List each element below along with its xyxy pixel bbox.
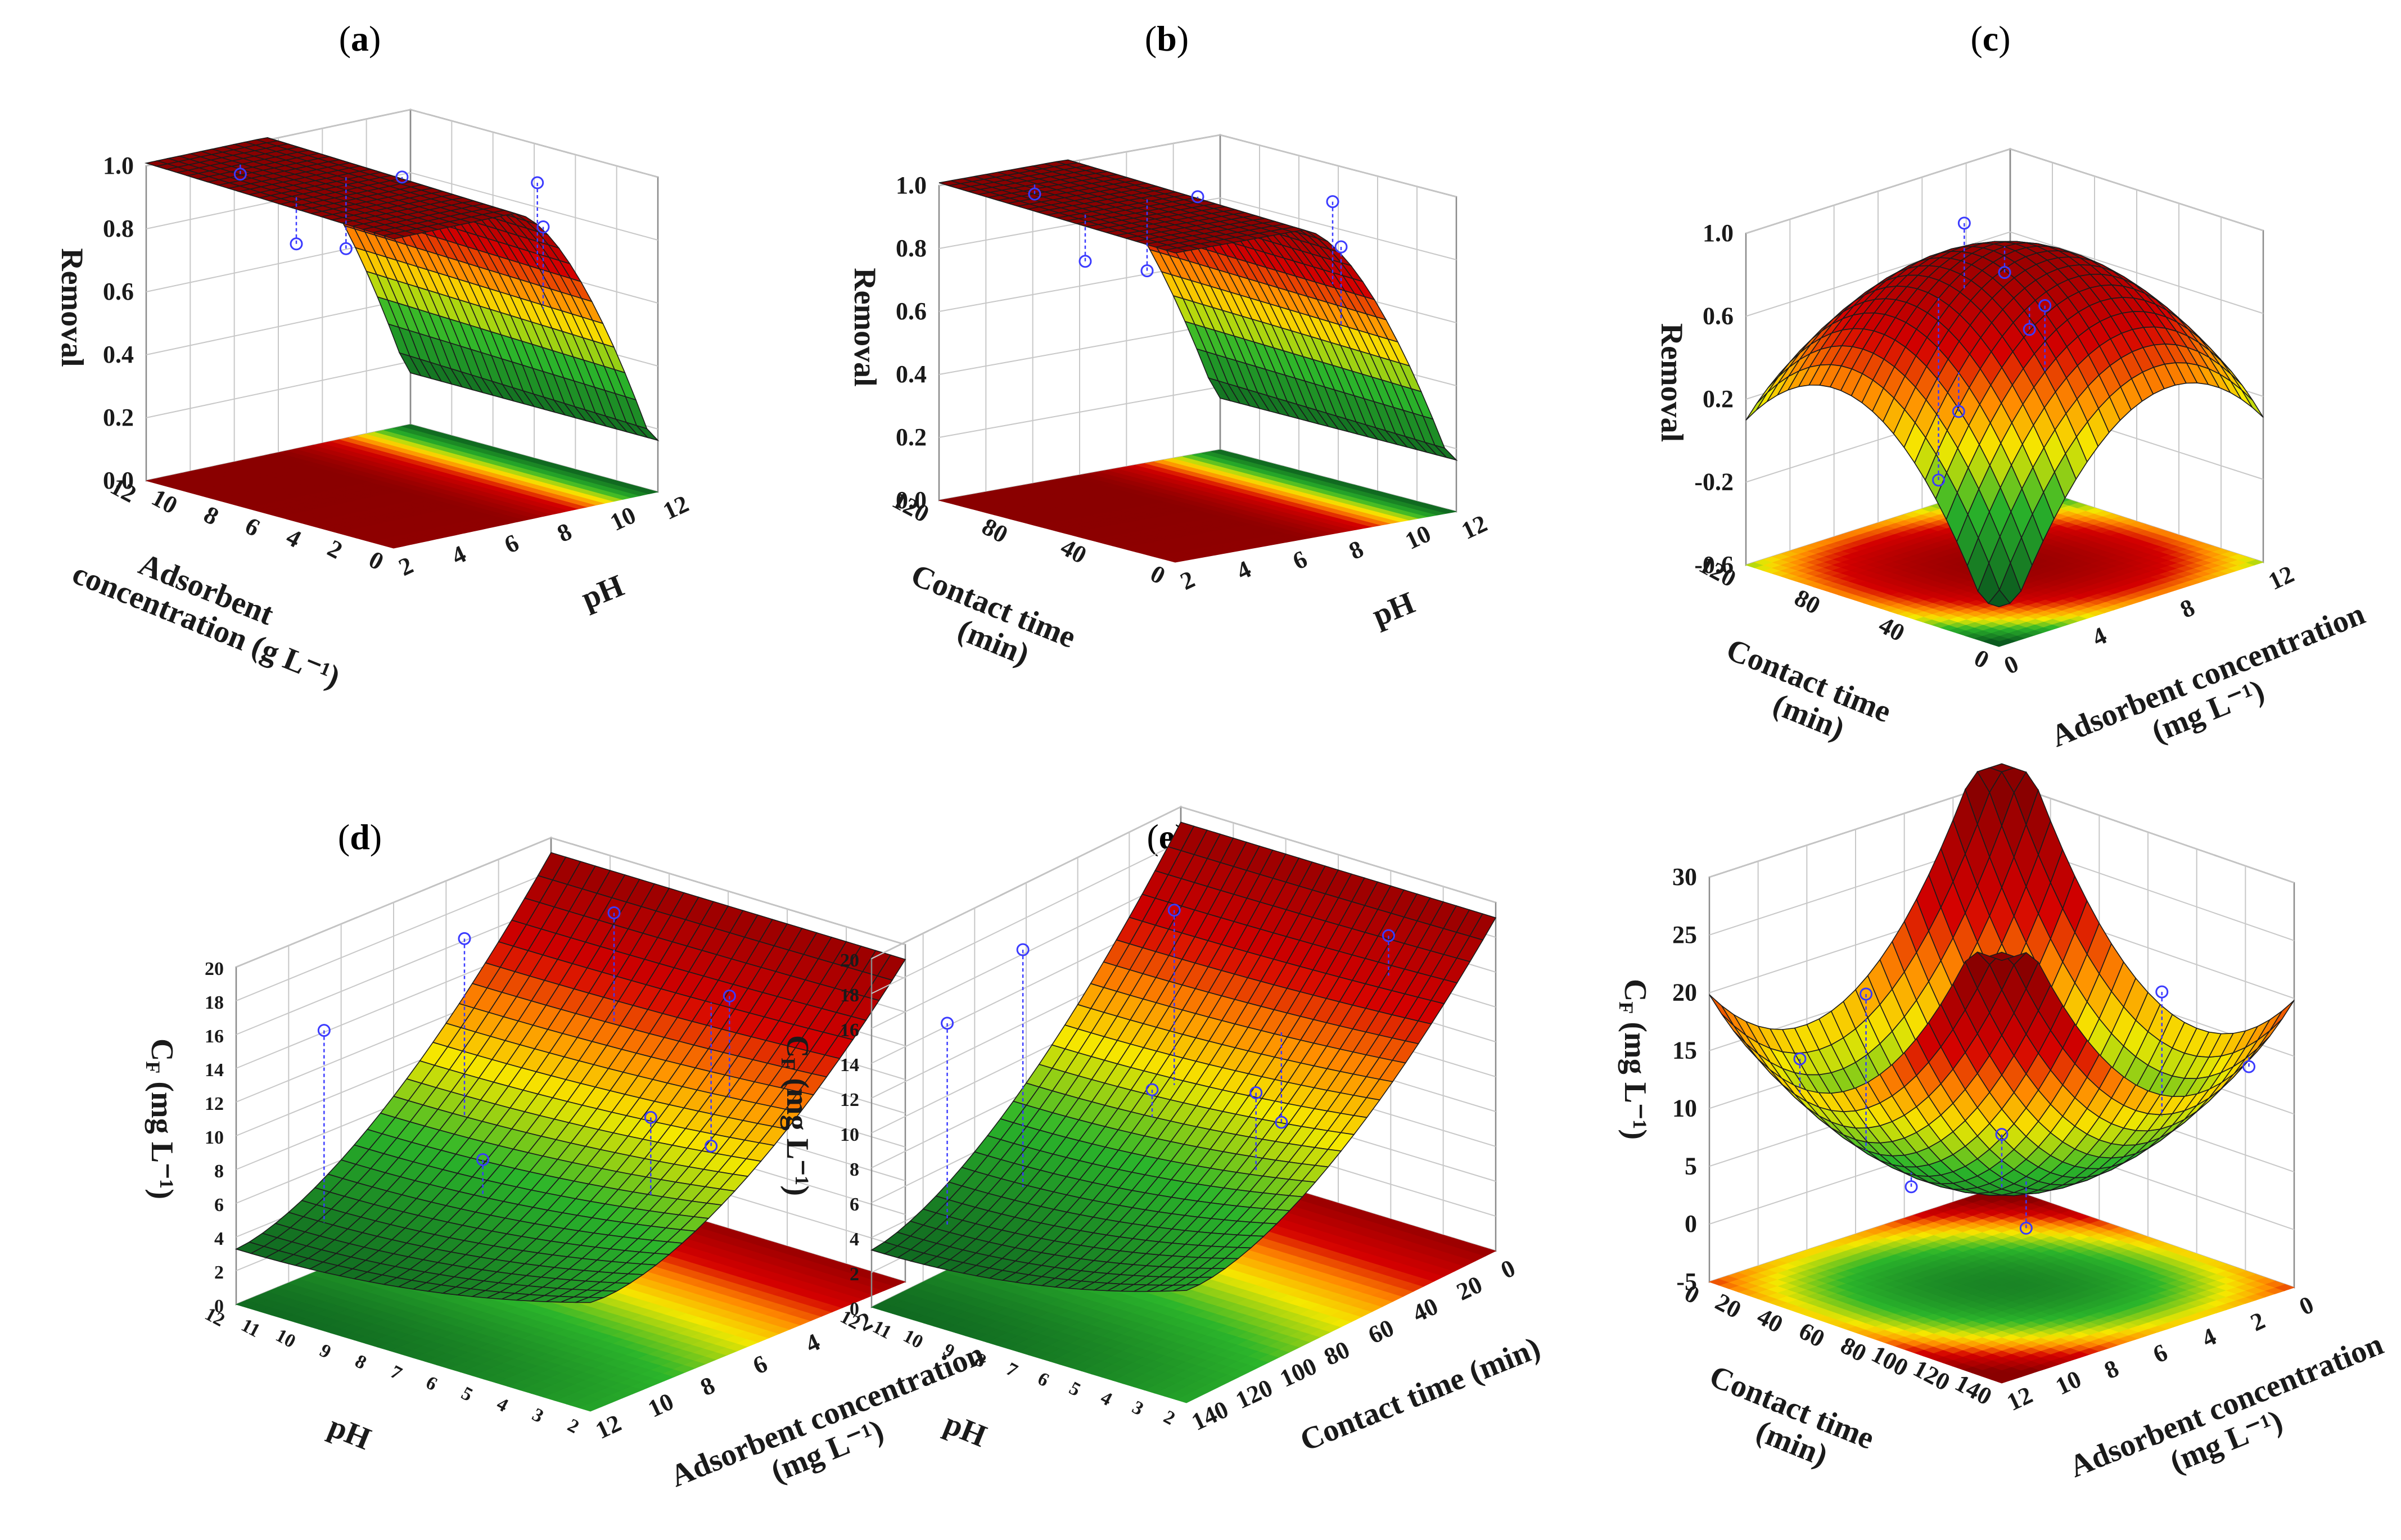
x-tick-label: 0 xyxy=(364,545,388,576)
z-tick-label: 1.0 xyxy=(1703,219,1734,247)
surface-cell xyxy=(1745,392,1768,421)
panel-label-c: (c) xyxy=(1970,19,2010,58)
x-tick-label: 0 xyxy=(1970,644,1993,674)
y-tick-label: 6 xyxy=(500,529,523,559)
floor-contour-a xyxy=(146,424,658,549)
floor-contour-b xyxy=(938,449,1457,563)
z-tick-label: 0.2 xyxy=(103,404,134,431)
z-tick-label: 0.4 xyxy=(896,360,927,388)
x-tick-label: 120 xyxy=(888,486,933,528)
panel-label-d: (d) xyxy=(338,817,382,857)
y-tick-label: 6 xyxy=(1289,545,1312,575)
z-axis-title: Removal xyxy=(55,248,89,367)
y-tick-label: 2 xyxy=(395,551,418,581)
y-tick-label: 4 xyxy=(448,540,471,570)
z-tick-label: 0.6 xyxy=(1703,302,1734,330)
z-tick-label: 0.2 xyxy=(1703,385,1734,413)
panel-label-b: (b) xyxy=(1145,19,1189,58)
surface-b xyxy=(938,159,1458,461)
z-ticks-b: 0.00.20.40.60.81.0 xyxy=(896,171,927,514)
y-tick-label: 10 xyxy=(1401,520,1436,555)
x-tick-label: 40 xyxy=(1874,611,1909,647)
z-tick-label: 0.4 xyxy=(103,341,134,368)
x-tick-label: 80 xyxy=(1790,584,1825,620)
y-tick-label: 12 xyxy=(659,490,693,525)
x-tick-label: 4 xyxy=(282,523,305,553)
y-axis-title: pH xyxy=(577,568,629,616)
y-axis-title: pH xyxy=(1368,585,1419,633)
y-tick-label: 8 xyxy=(1345,535,1368,565)
z-tick-label: 0.2 xyxy=(896,423,927,451)
z-tick-label: 0.6 xyxy=(103,278,134,305)
grid-line-z xyxy=(1745,148,2264,234)
z-tick-label: 0.8 xyxy=(103,215,134,242)
x-tick-label: 2 xyxy=(323,534,347,564)
z-tick-label: 0.6 xyxy=(896,297,927,325)
y-tick-label: 12 xyxy=(1457,509,1492,545)
x-tick-label: 6 xyxy=(241,512,264,542)
surface-a xyxy=(144,137,660,441)
contour-cell xyxy=(401,424,419,429)
z-ticks-c: -0.6-0.20.20.61.0 xyxy=(1694,219,1734,579)
panel-label-a: (a) xyxy=(339,19,381,58)
y-tick-label: 0 xyxy=(2000,649,2023,680)
z-axis-title: Removal xyxy=(1654,323,1689,442)
z-ticks-a: 0.00.20.40.60.81.0 xyxy=(103,152,134,494)
z-tick-label: 0.8 xyxy=(896,234,927,262)
z-axis-title: Removal xyxy=(847,268,882,387)
y-tick-label: 8 xyxy=(553,517,576,548)
y-tick-label: 2 xyxy=(1176,565,1199,595)
x-tick-label: 0 xyxy=(1146,559,1170,590)
x-tick-label: 8 xyxy=(200,500,223,531)
y-tick-label: 10 xyxy=(606,501,640,536)
panel-a: (a)0.00.20.40.60.81.012 10 8 6 4 2 0 2 4 6 8 10 12Re… xyxy=(55,19,693,695)
y-tick-label: 12 xyxy=(2264,560,2299,595)
z-tick-label: -0.2 xyxy=(1694,468,1734,496)
y-tick-label: 8 xyxy=(2176,593,2199,624)
y-axis-title: Adsorbent concentration xyxy=(2046,596,2370,754)
z-tick-label: 1.0 xyxy=(896,171,927,199)
y-tick-label: 4 xyxy=(2088,621,2111,652)
y-tick-label: 4 xyxy=(1233,555,1256,585)
surface-cell xyxy=(2241,390,2264,418)
z-tick-label: 1.0 xyxy=(103,152,134,179)
